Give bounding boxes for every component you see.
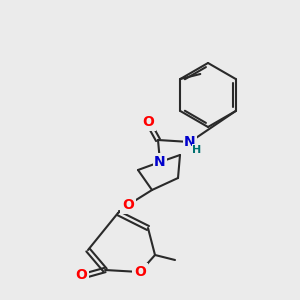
Text: N: N: [154, 155, 166, 169]
Text: O: O: [122, 198, 134, 212]
Text: O: O: [142, 115, 154, 129]
Text: N: N: [184, 135, 196, 149]
Text: O: O: [134, 265, 146, 279]
Text: H: H: [192, 145, 202, 155]
Text: O: O: [75, 268, 87, 282]
